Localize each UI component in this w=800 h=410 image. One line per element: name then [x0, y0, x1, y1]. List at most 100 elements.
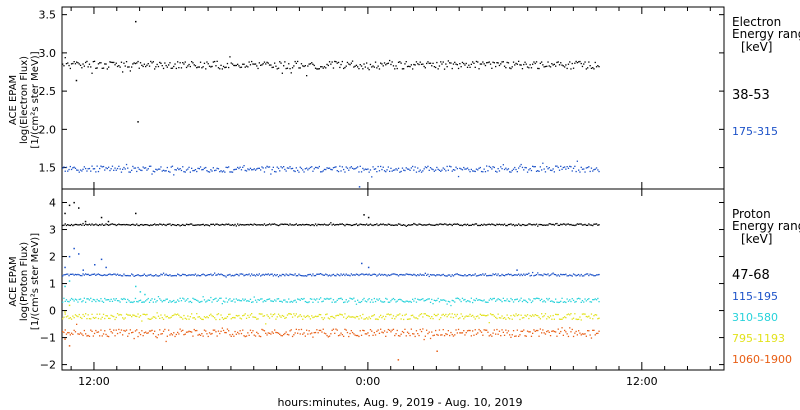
data-point — [289, 330, 291, 332]
data-point — [320, 329, 322, 332]
data-point — [567, 63, 570, 65]
data-point — [94, 264, 96, 266]
data-point — [528, 223, 530, 225]
data-point — [452, 169, 455, 171]
data-point — [372, 166, 374, 168]
data-point — [199, 224, 202, 226]
data-point — [225, 276, 227, 278]
data-point — [233, 298, 235, 300]
data-point — [464, 223, 466, 225]
data-point — [132, 274, 134, 276]
data-point — [451, 299, 453, 302]
data-point — [443, 315, 446, 317]
data-point — [228, 299, 230, 301]
data-point — [455, 273, 457, 275]
data-point — [571, 328, 573, 331]
data-point — [247, 168, 249, 170]
data-point — [183, 273, 185, 276]
data-point — [124, 317, 126, 319]
data-point — [311, 224, 313, 226]
data-point — [69, 165, 71, 168]
data-point — [205, 275, 207, 277]
data-point — [100, 165, 102, 167]
data-point — [557, 301, 559, 304]
data-point — [561, 64, 563, 66]
data-point — [473, 299, 475, 301]
data-point — [558, 318, 561, 320]
data-point — [238, 333, 240, 335]
data-point — [297, 275, 299, 277]
data-point — [592, 170, 594, 172]
data-point — [170, 166, 172, 168]
data-point — [592, 67, 594, 69]
data-point — [510, 336, 512, 338]
data-point — [129, 70, 131, 72]
data-point — [463, 224, 465, 226]
data-point — [382, 301, 384, 303]
data-point — [446, 165, 448, 168]
data-point — [271, 66, 273, 69]
data-point — [535, 297, 538, 299]
data-point — [316, 68, 318, 70]
data-point — [341, 314, 343, 316]
data-point — [515, 62, 517, 65]
data-point — [569, 314, 571, 316]
data-point — [234, 168, 236, 171]
data-point — [87, 168, 89, 170]
data-point — [570, 68, 572, 70]
data-point — [437, 313, 439, 315]
data-point — [277, 224, 280, 227]
data-point — [234, 317, 236, 319]
data-point — [426, 314, 428, 316]
data-point — [252, 316, 254, 318]
data-point — [343, 168, 345, 171]
data-point — [307, 224, 309, 226]
data-point — [479, 274, 481, 276]
data-point — [263, 315, 266, 317]
data-point — [265, 300, 267, 302]
data-point — [404, 224, 406, 226]
data-point — [260, 313, 262, 315]
data-point — [337, 224, 340, 226]
data-point — [477, 332, 479, 334]
data-point — [302, 169, 304, 171]
data-point — [70, 223, 73, 226]
data-point — [588, 274, 590, 277]
data-point — [146, 64, 148, 66]
data-point — [394, 299, 396, 301]
data-point — [81, 301, 83, 303]
data-point — [150, 165, 152, 167]
data-point — [546, 318, 548, 320]
data-point — [155, 317, 157, 319]
data-point — [228, 274, 230, 276]
data-point — [143, 273, 145, 275]
data-point — [145, 167, 147, 169]
data-point — [555, 223, 557, 225]
data-point — [70, 168, 73, 171]
data-point — [286, 333, 289, 336]
data-point — [99, 167, 101, 170]
data-point — [284, 223, 286, 225]
data-point — [516, 224, 518, 226]
data-point — [251, 301, 253, 303]
data-point — [521, 68, 524, 70]
data-point — [516, 314, 518, 317]
data-point — [210, 333, 212, 335]
y-tick-label: 1 — [49, 278, 56, 291]
data-point — [138, 316, 140, 318]
data-point — [276, 68, 278, 70]
data-point — [263, 300, 266, 302]
data-point — [203, 316, 206, 318]
data-point — [235, 273, 237, 275]
data-point — [505, 318, 507, 320]
data-point — [409, 169, 411, 171]
data-point — [159, 223, 161, 225]
data-point — [260, 335, 262, 338]
data-point — [588, 315, 590, 317]
data-point — [399, 274, 401, 276]
data-point — [506, 298, 508, 300]
data-point — [530, 335, 533, 337]
data-point — [461, 275, 464, 277]
data-point — [137, 60, 139, 63]
data-point — [70, 273, 73, 275]
